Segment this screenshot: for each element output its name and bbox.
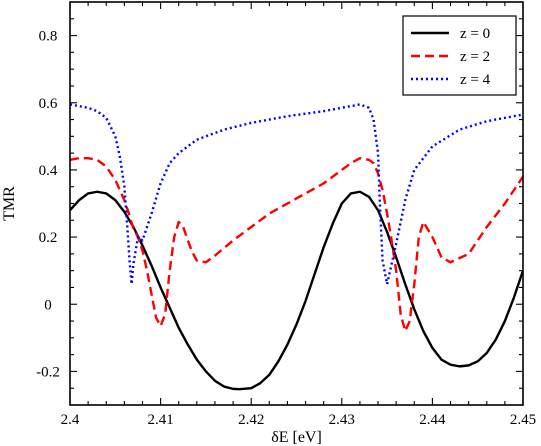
series-line-2 — [70, 103, 523, 286]
y-tick-label: 0.4 — [39, 163, 58, 179]
y-axis-label: TMR — [1, 186, 18, 221]
x-tick-label: 2.45 — [510, 412, 536, 428]
x-axis-label: δE [eV] — [271, 429, 322, 446]
legend-label-0: z = 0 — [460, 26, 490, 42]
legend: z = 0 z = 2 z = 4 — [402, 15, 517, 96]
series-line-0 — [70, 190, 523, 391]
x-tick-label: 2.42 — [238, 412, 264, 428]
x-tick-label: 2.41 — [147, 412, 173, 428]
tick-label-layer: 2.4 2.41 2.42 2.43 2.44 2.45 -0.2 0 0.2 0.4 0.6 0.8 — [36, 29, 536, 428]
x-tick-label: 2.4 — [61, 412, 80, 428]
x-tick-label: 2.44 — [419, 412, 446, 428]
y-tick-label: 0.6 — [39, 96, 58, 112]
legend-label-2: z = 4 — [460, 72, 491, 88]
series-line-1 — [70, 156, 523, 333]
y-tick-label: 0 — [44, 297, 52, 313]
y-tick-label: -0.2 — [36, 364, 60, 380]
series-layer — [70, 103, 523, 391]
y-tick-label: 0.8 — [39, 29, 58, 45]
x-tick-label: 2.43 — [329, 412, 355, 428]
y-tick-label: 0.2 — [39, 230, 58, 246]
legend-box — [402, 15, 517, 96]
tick-layer — [69, 1, 524, 406]
legend-label-1: z = 2 — [460, 49, 490, 65]
